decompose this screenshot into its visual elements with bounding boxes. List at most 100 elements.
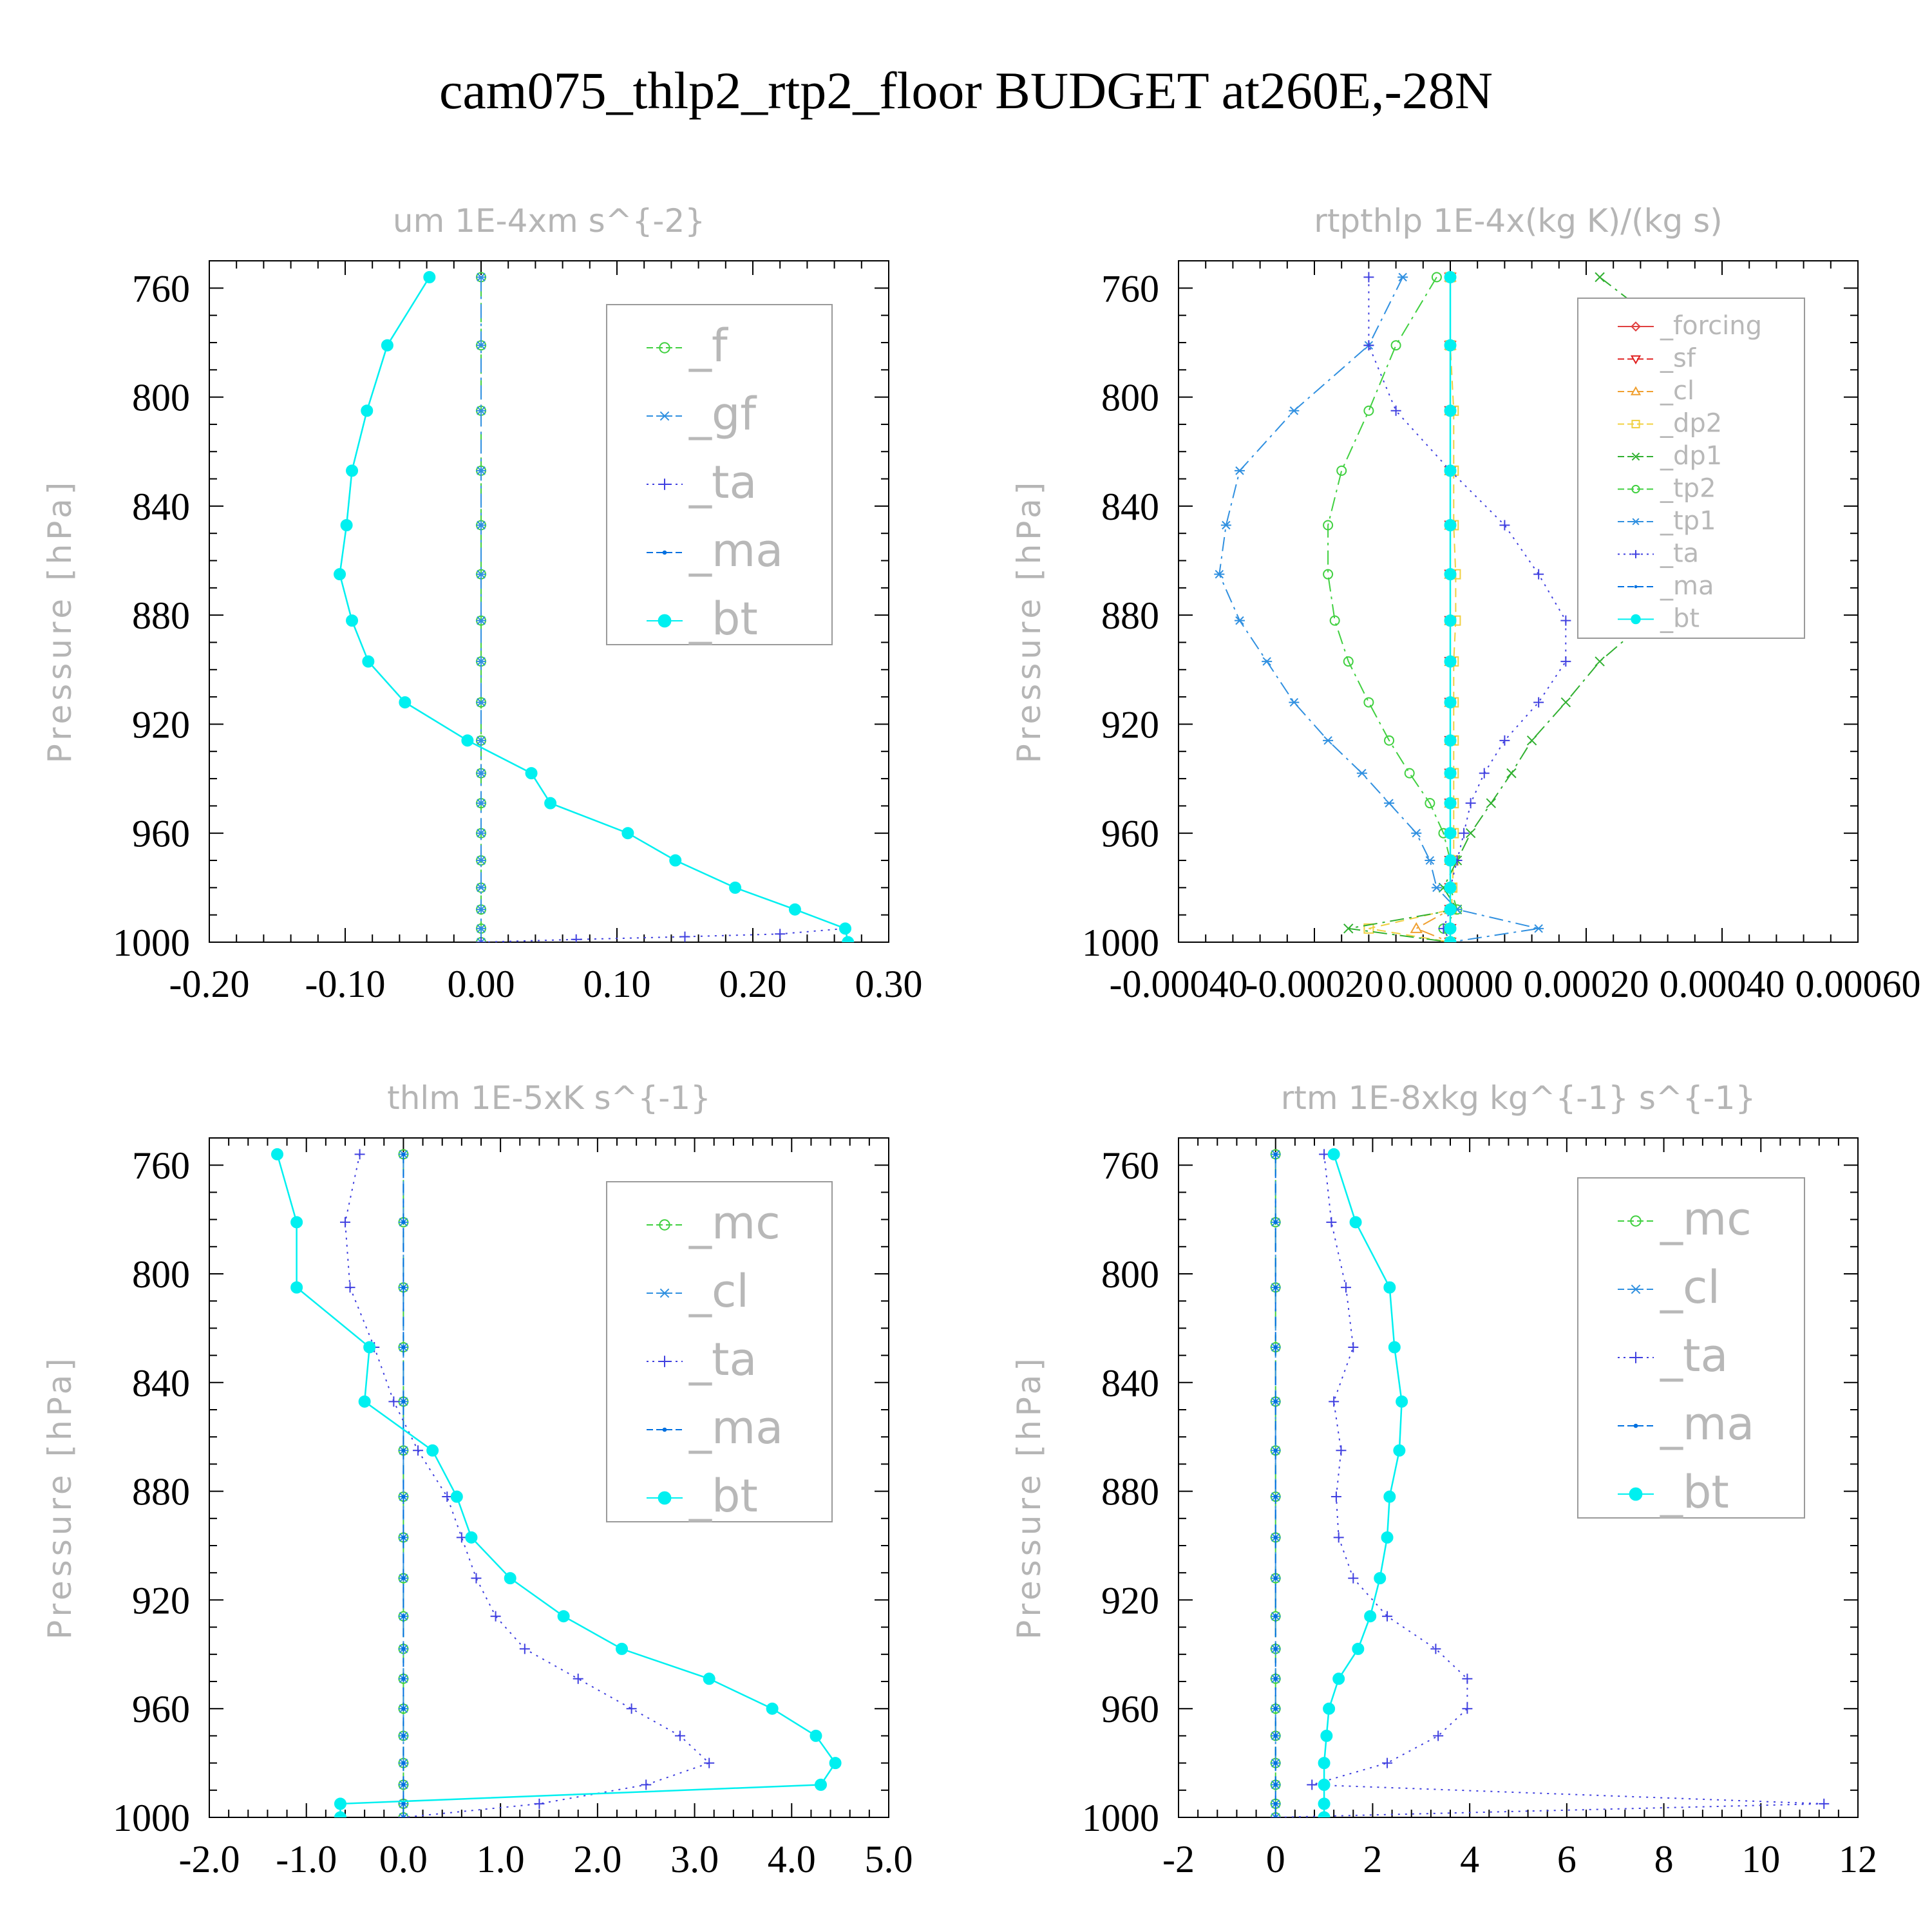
panel-3-series-ta-point [704, 1757, 715, 1768]
panel-2-series-tp1-point-b [1412, 829, 1421, 838]
panel-2-legend-marker-b [1632, 518, 1640, 526]
panel-2-series-tp2-point [1384, 735, 1395, 746]
panel-4-series-cl-point [1270, 1813, 1281, 1817]
panel-2-series-cl-point [1410, 922, 1423, 933]
panel-3-frame [209, 1137, 889, 1818]
panel-4-xtick-label: 0 [1266, 1838, 1285, 1880]
panel-1-series-gf-point-b [477, 736, 486, 745]
panel-4-xtick-label: 10 [1741, 1838, 1780, 1880]
panel-3-series-bt-point [465, 1531, 478, 1544]
panel-2-series-dp1-point-b [1465, 828, 1476, 838]
panel-4-series-cl-point-b [1274, 1813, 1280, 1817]
panel-1-series-gf-point-b [477, 768, 486, 778]
panel-3-series-ta-point [471, 1573, 482, 1584]
panel-2-series-tp1-point [1234, 616, 1245, 625]
panel-2-ytick-label: 960 [1101, 813, 1159, 855]
panel-3-xtick-label: 2.0 [573, 1838, 621, 1880]
panel-4-ytick-label: 960 [1101, 1688, 1159, 1730]
panel-2: rtpthlp 1E-4x(kg K)/(kg s) Pressure [hPa]… [1010, 202, 1921, 1005]
panel-4-ytick-label: 800 [1101, 1253, 1159, 1296]
panel-4-series-ta-point [1462, 1673, 1473, 1684]
panel-2-series-tp1-point [1220, 520, 1231, 530]
panel-2-legend-label: _forcing [1660, 311, 1762, 341]
panel-4-legend-marker [1633, 1423, 1638, 1428]
panel-2-series-ta-point [1533, 569, 1544, 580]
panel-2-legend-marker [1631, 614, 1641, 625]
panel-2-series-tp1-point [1356, 768, 1367, 778]
panel-2-legend-marker [1634, 585, 1638, 589]
panel-2-series-dp1-point-b [1595, 272, 1605, 283]
panel-2-series-dp1-point-b [1595, 656, 1605, 667]
panel-2-series-bt-point [1444, 270, 1457, 283]
panel-4-title: rtm 1E-8xkg kg^{-1} s^{-1} [1281, 1079, 1756, 1117]
panel-1-series-ta-point [775, 929, 786, 940]
panel-1-legend-marker [659, 478, 670, 490]
panel-3-xtick-label: 0.0 [379, 1838, 428, 1880]
panel-2-series-tp2-point [1336, 465, 1347, 476]
panel-4-series-bt-point [1381, 1531, 1394, 1544]
panel-2-legend-marker [1631, 484, 1640, 494]
panel-2-series-bt-point [1444, 922, 1457, 935]
panel-4-series-bt-point [1318, 1778, 1331, 1791]
panel-3-series-ma-point [401, 1676, 406, 1681]
panel-2-ytick-label: 920 [1101, 703, 1159, 746]
panel-2-series-tp1-point [1431, 883, 1442, 893]
panel-1-series-bt-point [842, 936, 855, 942]
panel-2-series-tp1-point-b [1235, 466, 1244, 475]
panel-4-legend-marker [1629, 1487, 1643, 1501]
panel-3-legend-box [606, 1181, 833, 1522]
panel-2-series-tp2-point [1343, 656, 1354, 667]
panel-2-series-tp1-point [1214, 569, 1225, 579]
panel-1-series-gf-point-b [477, 272, 486, 282]
panel-1-legend-label: _ta [688, 456, 757, 509]
panel-1-title: um 1E-4xm s^{-2} [393, 202, 705, 240]
panel-1-series-gf-point [476, 616, 486, 625]
panel-4-xtick-label: 4 [1460, 1838, 1479, 1880]
panel-4-series-ma-point [1273, 1815, 1278, 1817]
panel-2-series-tp1-point [1289, 697, 1300, 707]
panel-3-ylabel: Pressure [hPa] [41, 1354, 79, 1640]
panel-2-series-tp1-point [1289, 406, 1300, 415]
panel-3-series-bt-point [766, 1702, 779, 1715]
panel-2-series-tp1-point [1411, 829, 1422, 838]
panel-3-series-ta-point [626, 1703, 637, 1714]
panel-3-legend-label: _cl [688, 1265, 749, 1318]
panel-1-series-gf-point [476, 905, 486, 914]
panel-3-ytick-label: 1000 [113, 1797, 190, 1839]
panel-3-series-ta-point [340, 1217, 350, 1227]
panel-4-xtick-label: -2 [1162, 1838, 1195, 1880]
panel-1-series-gf-point [476, 736, 486, 745]
panel-1-frame [209, 260, 889, 943]
panel-2-series-ta-line [1368, 277, 1567, 942]
panel-2-series-cl-line [1414, 277, 1451, 942]
panel-1-ytick-label: 840 [132, 486, 190, 528]
panel-2-series-bt-point [1444, 734, 1457, 747]
panel-1-series-bt-point [838, 922, 851, 935]
panel-1-series-gf-point [476, 924, 486, 933]
panel-2-series-ta-point [1560, 615, 1571, 626]
panel-1-series-bt-point [669, 854, 682, 867]
panel-2-series-bt-point [1444, 903, 1457, 916]
panel-2-series-tp1-point-b [1235, 616, 1244, 625]
panel-1-series-gf-point [476, 938, 486, 942]
panel-2-series-tp1-point-b [1222, 520, 1231, 530]
panel-3-series-ta-point [442, 1492, 453, 1502]
panel-4-series-ma-point [1273, 1220, 1278, 1224]
panel-1-series-gf-point-b [477, 883, 486, 893]
panel-1-series-gf-point-b [477, 341, 486, 350]
panel-3-series-bt-point [358, 1395, 371, 1408]
panel-1-series-ta-point [571, 934, 582, 942]
panel-2-series-tp1-point-b [1323, 736, 1332, 745]
panel-3-series-ma-point [401, 1576, 406, 1580]
panel-3-series-bt-point [334, 1797, 346, 1810]
panel-3-series-ma-point [401, 1399, 406, 1404]
panel-1-series-bt-line [339, 276, 849, 942]
panel-3-series-bt-point [363, 1341, 376, 1354]
panel-1-series-ta-point [679, 931, 690, 942]
panel-2-series-tp1-point [1425, 856, 1435, 865]
panel-4-series-ma-point [1273, 1707, 1278, 1711]
panel-4-series-bt-point [1318, 1811, 1331, 1817]
panel-3-series-ma-point [401, 1707, 406, 1711]
panel-1-series-gf-point [476, 829, 486, 838]
panel-2-series-ta-point [1390, 405, 1401, 416]
